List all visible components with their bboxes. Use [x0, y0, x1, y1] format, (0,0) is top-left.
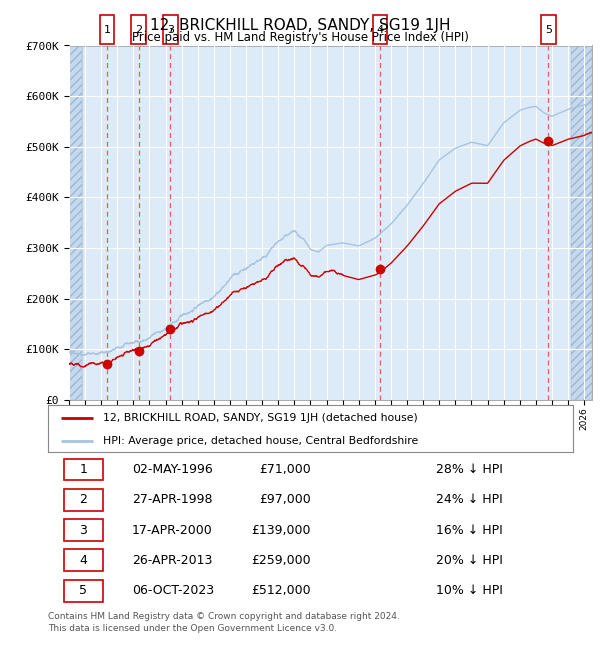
Text: 26-APR-2013: 26-APR-2013 [132, 554, 212, 567]
Text: 5: 5 [79, 584, 88, 597]
Bar [69, 46, 82, 400]
Text: 3: 3 [167, 25, 174, 34]
FancyBboxPatch shape [64, 549, 103, 571]
Text: £512,000: £512,000 [251, 584, 311, 597]
Text: 06-OCT-2023: 06-OCT-2023 [132, 584, 214, 597]
Text: 17-APR-2000: 17-APR-2000 [132, 524, 213, 536]
Text: 10% ↓ HPI: 10% ↓ HPI [437, 584, 503, 597]
Text: 02-MAY-1996: 02-MAY-1996 [132, 463, 213, 476]
Text: 3: 3 [79, 524, 88, 536]
Text: 27-APR-1998: 27-APR-1998 [132, 493, 212, 506]
Text: 4: 4 [376, 25, 383, 34]
FancyBboxPatch shape [64, 489, 103, 511]
Text: 1: 1 [79, 463, 88, 476]
Text: 28% ↓ HPI: 28% ↓ HPI [437, 463, 503, 476]
Bar [571, 46, 592, 400]
Text: 12, BRICKHILL ROAD, SANDY, SG19 1JH: 12, BRICKHILL ROAD, SANDY, SG19 1JH [150, 18, 450, 33]
Text: £259,000: £259,000 [251, 554, 311, 567]
Text: 20% ↓ HPI: 20% ↓ HPI [437, 554, 503, 567]
FancyBboxPatch shape [64, 519, 103, 541]
Text: 16% ↓ HPI: 16% ↓ HPI [437, 524, 503, 536]
FancyBboxPatch shape [100, 16, 115, 44]
Text: 5: 5 [545, 25, 552, 34]
FancyBboxPatch shape [64, 580, 103, 601]
Text: 2: 2 [79, 493, 88, 506]
FancyBboxPatch shape [64, 459, 103, 480]
FancyBboxPatch shape [373, 16, 388, 44]
Text: 2: 2 [135, 25, 142, 34]
Text: This data is licensed under the Open Government Licence v3.0.: This data is licensed under the Open Gov… [48, 624, 337, 633]
Text: HPI: Average price, detached house, Central Bedfordshire: HPI: Average price, detached house, Cent… [103, 436, 418, 445]
FancyBboxPatch shape [131, 16, 146, 44]
Text: 1: 1 [104, 25, 110, 34]
FancyBboxPatch shape [163, 16, 178, 44]
Text: 4: 4 [79, 554, 88, 567]
Bar [571, 46, 592, 400]
Text: £97,000: £97,000 [259, 493, 311, 506]
Text: 24% ↓ HPI: 24% ↓ HPI [437, 493, 503, 506]
FancyBboxPatch shape [541, 16, 556, 44]
Bar [69, 46, 82, 400]
Text: Contains HM Land Registry data © Crown copyright and database right 2024.: Contains HM Land Registry data © Crown c… [48, 612, 400, 621]
Text: Price paid vs. HM Land Registry's House Price Index (HPI): Price paid vs. HM Land Registry's House … [131, 31, 469, 44]
Text: £139,000: £139,000 [251, 524, 311, 536]
Text: £71,000: £71,000 [259, 463, 311, 476]
Text: 12, BRICKHILL ROAD, SANDY, SG19 1JH (detached house): 12, BRICKHILL ROAD, SANDY, SG19 1JH (det… [103, 413, 418, 423]
